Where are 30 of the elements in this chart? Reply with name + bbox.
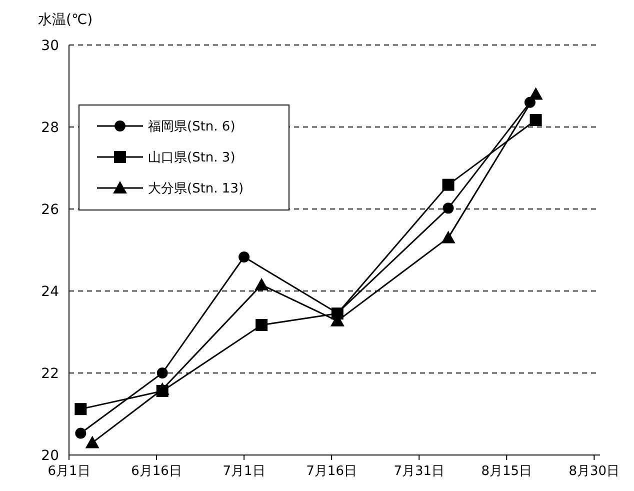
y-tick-label: 22 (41, 366, 59, 382)
point (442, 202, 454, 214)
legend-label: 大分県(Stn. 13) (148, 182, 244, 197)
point (75, 428, 86, 439)
point (442, 178, 454, 191)
x-tick-label: 8月15日 (481, 464, 532, 479)
y-tick-label: 30 (41, 38, 59, 54)
x-tick-label: 8月30日 (568, 464, 620, 479)
point (85, 436, 100, 448)
x-tick-label: 6月1日 (48, 464, 90, 479)
point (156, 368, 168, 378)
point (256, 319, 268, 332)
x-tick-label: 7月16日 (306, 464, 357, 479)
y-tick-label: 28 (41, 120, 59, 136)
x-tick-label: 7月1日 (222, 464, 266, 479)
x-tick-label: 6月16日 (131, 464, 182, 479)
point (441, 230, 456, 244)
legend-label: 福岡県(Stn. 6) (148, 120, 236, 135)
y-tick-label: 24 (41, 284, 60, 300)
y-tick-label: 26 (41, 202, 60, 218)
point (155, 382, 170, 395)
legend-label: 山口県(Stn. 3) (148, 150, 236, 166)
x-tick-label: 7月31日 (394, 464, 445, 479)
y-axis-title: 水温(℃) (38, 12, 93, 28)
y-tick-label: 20 (41, 448, 59, 464)
point (528, 87, 543, 100)
point (254, 278, 269, 290)
point (530, 114, 542, 126)
point (238, 251, 250, 262)
point (74, 403, 87, 416)
